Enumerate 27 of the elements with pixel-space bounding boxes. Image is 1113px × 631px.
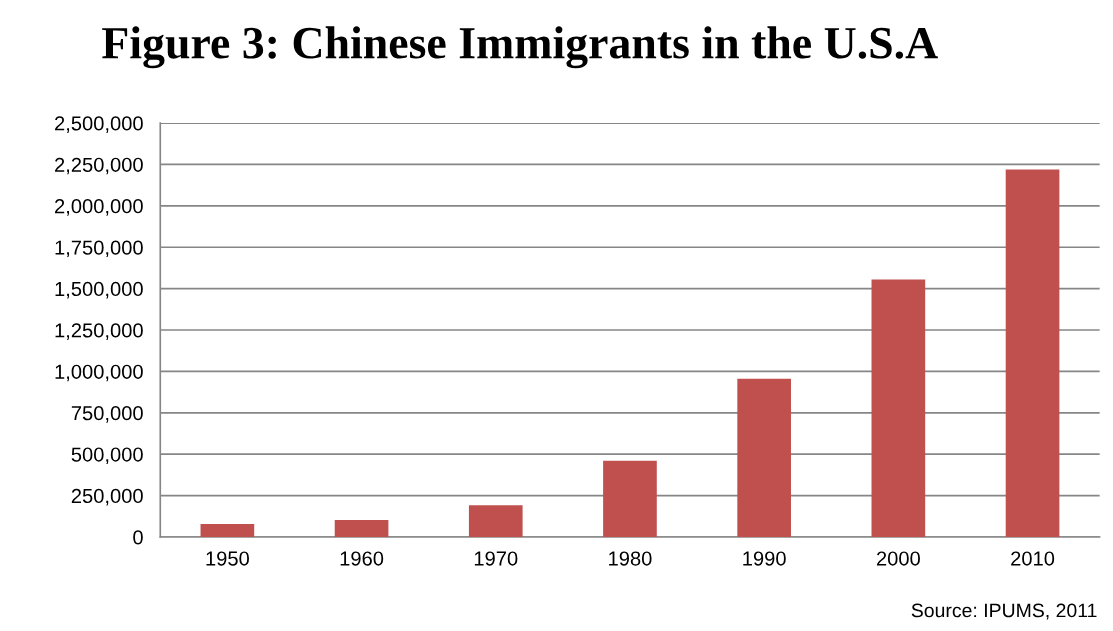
- chart-title: Figure 3: Chinese Immigrants in the U.S.A: [102, 26, 938, 69]
- x-tick-label: 1990: [743, 551, 786, 566]
- bar: [200, 524, 255, 537]
- y-tick-label: 1,000,000: [55, 364, 143, 382]
- x-tick-label: 1980: [609, 551, 652, 566]
- y-tick-label: 1,500,000: [55, 281, 143, 299]
- y-tick-label: 0: [133, 530, 143, 545]
- y-tick-label: 500,000: [71, 447, 143, 465]
- y-tick-label: 2,250,000: [55, 157, 143, 175]
- y-tick-label: 1,250,000: [55, 323, 143, 340]
- bar: [603, 460, 657, 537]
- y-tick-label: 2,000,000: [55, 199, 143, 216]
- y-tick-label: 250,000: [71, 488, 143, 506]
- y-tick-label: 750,000: [71, 406, 143, 423]
- x-tick-label: 2010: [1011, 551, 1055, 566]
- y-tick-label: 1,750,000: [55, 240, 143, 258]
- x-tick-label: 1960: [340, 551, 384, 566]
- bar: [468, 505, 523, 537]
- source-note: Source: IPUMS, 2011: [911, 603, 1097, 620]
- x-tick-label: 1950: [206, 551, 249, 566]
- bar: [1005, 169, 1060, 537]
- x-tick-label: 1970: [474, 551, 518, 566]
- bar: [737, 378, 791, 537]
- y-tick-label: 2,500,000: [55, 116, 143, 133]
- bar: [334, 520, 389, 537]
- x-tick-label: 2000: [876, 551, 920, 566]
- bar: [871, 279, 926, 537]
